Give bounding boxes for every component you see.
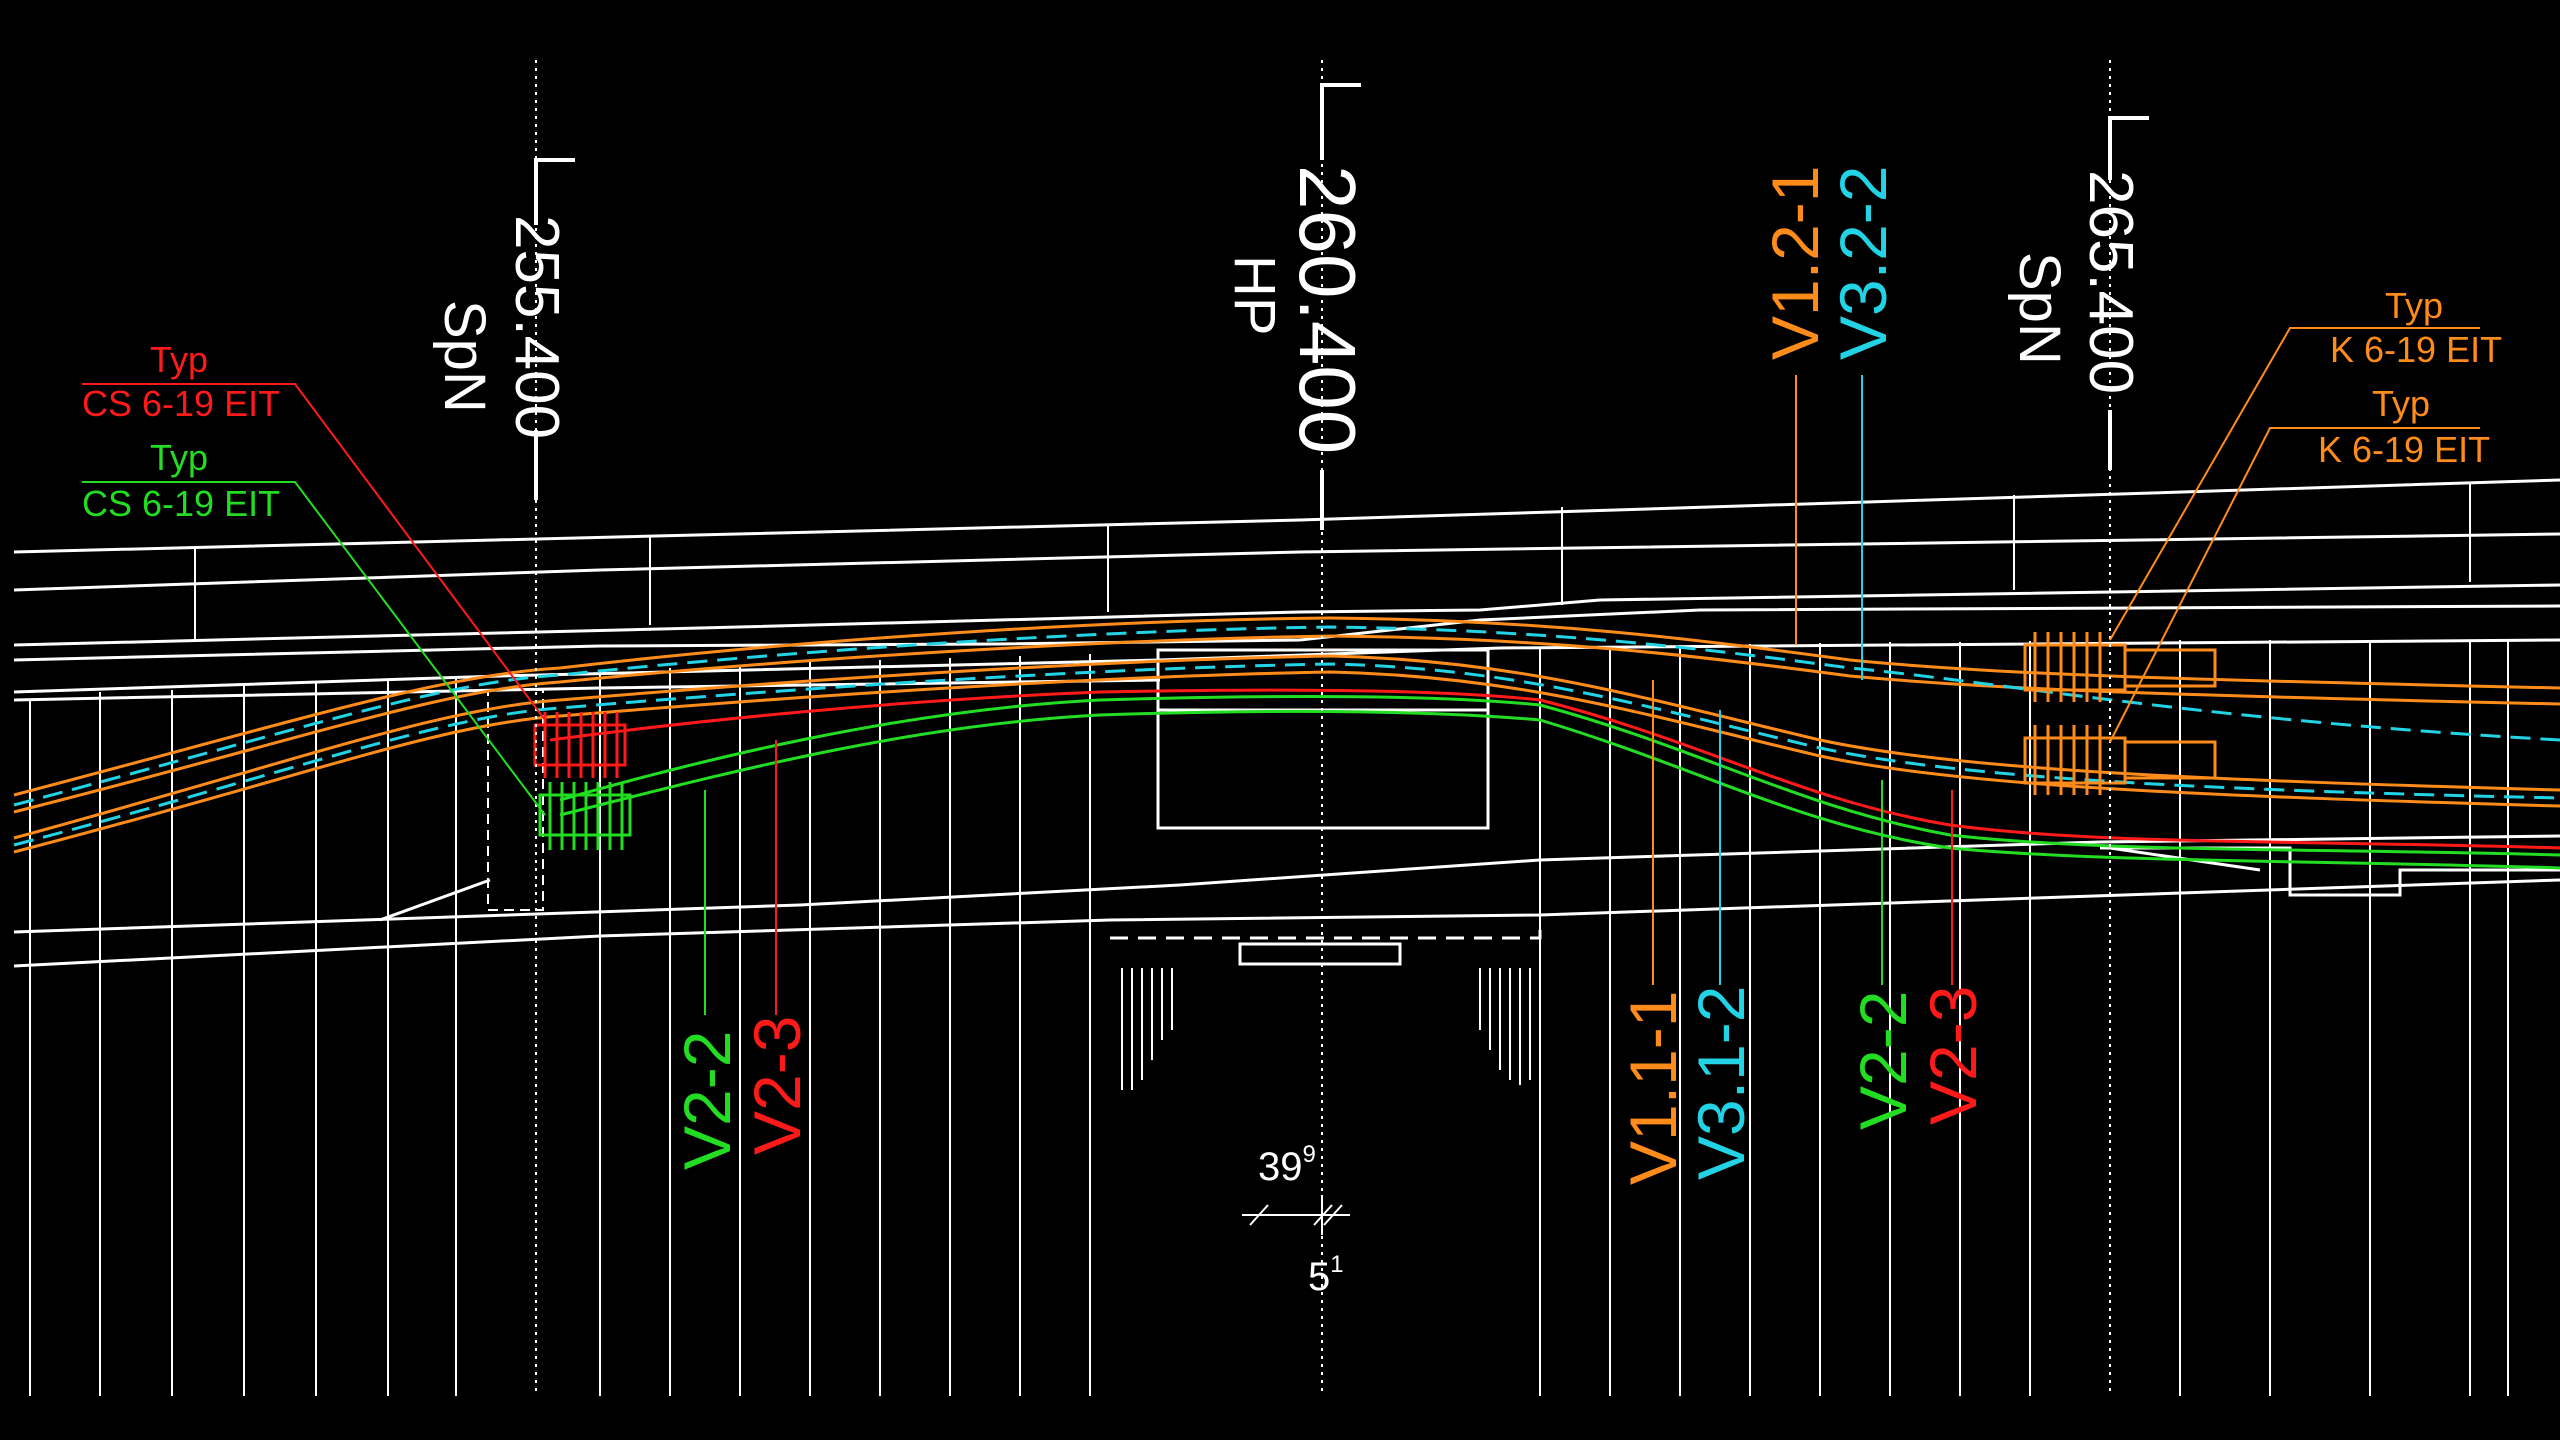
tendon-label-v1-1-1: V1.1-1 (1616, 991, 1690, 1185)
callout-orange-right-1: Typ K 6-19 EIT (2109, 285, 2502, 641)
station-260-label: 260.400 (1283, 165, 1372, 454)
dimension-marks (1242, 1195, 1350, 1235)
callout-orange2-spec: K 6-19 EIT (2318, 429, 2490, 470)
station-260-mark: HP (1222, 255, 1287, 336)
callout-orange1-spec: K 6-19 EIT (2330, 329, 2502, 370)
station-265-mark: SpN (2007, 252, 2072, 365)
top-slab-lower-edge (13, 532, 2560, 592)
station-centerlines (535, 60, 2111, 1396)
anchor-green-left (538, 782, 632, 850)
web-grid-lines (29, 640, 2509, 1396)
callout-orange-right-2: Typ K 6-19 EIT (2109, 383, 2490, 743)
callout-red-typ: Typ (150, 339, 208, 380)
callout-red-left: Typ CS 6-19 EIT (82, 339, 546, 721)
deck-second-edge (13, 604, 2560, 662)
tendon-cyan (13, 625, 2560, 847)
tendon-label-v3-2-2: V3.2-2 (1826, 166, 1900, 360)
tendon-orange-upper (13, 616, 2560, 854)
dimension-5-1: 51 (1308, 1251, 1344, 1299)
bearing-outline (1110, 920, 1542, 940)
station-265-label: 265.400 (2076, 170, 2145, 394)
tendon-label-v2-2-left: V2-2 (670, 1031, 744, 1170)
callout-orange1-typ: Typ (2385, 285, 2443, 326)
dimension-39-9: 399 (1258, 1141, 1316, 1189)
tendon-label-v1-2-1: V1.2-1 (1758, 166, 1832, 360)
tendon-label-v2-2-right: V2-2 (1846, 991, 1920, 1130)
tendon-label-v3-1-2: V3.1-2 (1684, 986, 1758, 1180)
tendon-leaders (704, 375, 1953, 1015)
tendon-red (549, 688, 2560, 850)
station-255-mark: SpN (432, 300, 497, 413)
anchor-orange-right (2023, 632, 2217, 795)
callout-green-left: Typ CS 6-19 EIT (82, 437, 546, 816)
callout-orange2-typ: Typ (2372, 383, 2430, 424)
station-255-label: 255.400 (502, 215, 571, 439)
deck-top-edge (13, 583, 2560, 647)
pier-hatching (1121, 968, 1531, 1090)
anchor-red-left (533, 712, 627, 778)
anchor-block-left (487, 689, 544, 911)
tendon-label-v2-3-right: V2-3 (1916, 986, 1990, 1125)
top-slab-upper-edge (13, 478, 2560, 554)
tendon-green (559, 695, 2560, 870)
bottom-flange-lower (13, 878, 2560, 968)
callout-green-spec: CS 6-19 EIT (82, 483, 280, 524)
callout-green-typ: Typ (150, 437, 208, 478)
tendon-label-v2-3-left: V2-3 (740, 1016, 814, 1155)
callout-red-spec: CS 6-19 EIT (82, 383, 280, 424)
